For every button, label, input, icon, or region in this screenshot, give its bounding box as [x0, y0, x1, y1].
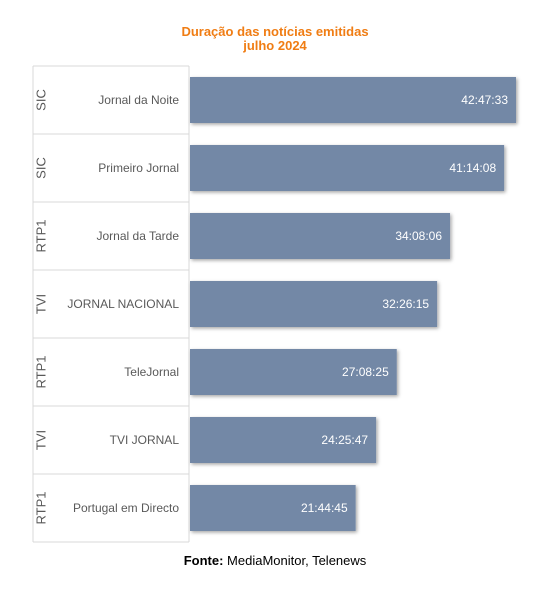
bar	[190, 281, 438, 327]
bar	[190, 485, 356, 531]
channel-label: TVI	[34, 294, 49, 314]
program-label: TVI JORNAL	[110, 433, 180, 447]
bar-value-label: 42:47:33	[461, 93, 508, 107]
program-label: Portugal em Directo	[73, 501, 179, 515]
bar	[190, 417, 377, 463]
channel-label: RTP1	[34, 356, 49, 389]
channel-label: SIC	[34, 157, 49, 179]
channel-label: RTP1	[34, 492, 49, 525]
bar-value-label: 27:08:25	[342, 365, 389, 379]
program-label: Jornal da Noite	[98, 93, 179, 107]
bar-value-label: 34:08:06	[395, 229, 442, 243]
program-label: Jornal da Tarde	[97, 229, 180, 243]
channel-label: TVI	[34, 430, 49, 450]
source-note: Fonte: MediaMonitor, Telenews	[0, 553, 550, 568]
bar	[190, 145, 505, 191]
bar-value-label: 32:26:15	[382, 297, 429, 311]
bar-value-label: 41:14:08	[449, 161, 496, 175]
program-label: JORNAL NACIONAL	[67, 297, 179, 311]
bar	[190, 349, 397, 395]
chart-subtitle: julho 2024	[243, 38, 307, 53]
channel-label: SIC	[34, 89, 49, 111]
program-label: TeleJornal	[124, 365, 179, 379]
program-label: Primeiro Jornal	[98, 161, 179, 175]
bar	[190, 213, 451, 259]
source-text: MediaMonitor, Telenews	[227, 553, 367, 568]
bar-value-label: 21:44:45	[301, 501, 348, 515]
chart-title: Duração das notícias emitidas	[181, 24, 369, 39]
source-label: Fonte:	[183, 553, 224, 568]
channel-label: RTP1	[34, 220, 49, 253]
bar-value-label: 24:25:47	[321, 433, 368, 447]
bar	[190, 77, 516, 123]
